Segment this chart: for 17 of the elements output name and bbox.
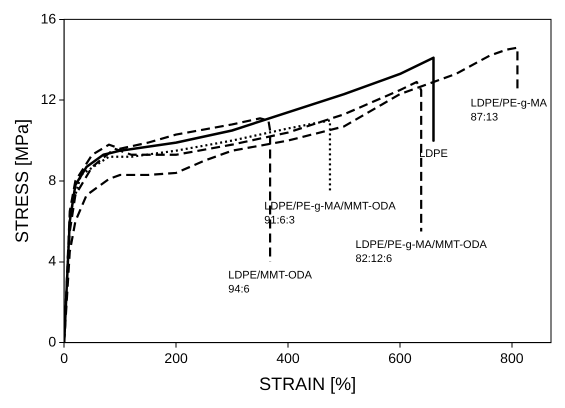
- series-label: LDPE/PE-g-MA/MMT-ODA 91:6:3: [264, 200, 396, 227]
- y-axis-title: STRESS [MPa]: [12, 118, 32, 244]
- y-tick-label: 12: [40, 91, 56, 108]
- text: LDPE/PE-g-MA 87:13: [470, 98, 548, 124]
- x-axis-title: STRAIN [%]: [259, 374, 356, 394]
- x-tick-label: 200: [164, 350, 188, 366]
- y-tick-label: 16: [40, 10, 56, 26]
- y-tick-label: 4: [48, 252, 56, 269]
- y-tick-label: 0: [48, 333, 56, 350]
- series-label: LDPE: [419, 148, 448, 160]
- x-tick-label: 600: [388, 350, 412, 366]
- series-label: LDPE/PE-g-MA/MMT-ODA 82:12:6: [355, 239, 488, 266]
- x-tick-label: 800: [500, 350, 524, 366]
- y-tick-label: 8: [48, 172, 56, 188]
- x-tick-label: 400: [276, 350, 300, 366]
- x-tick-label: 0: [60, 350, 68, 366]
- series-label: LDPE/MMT-ODA 94:6: [228, 269, 313, 296]
